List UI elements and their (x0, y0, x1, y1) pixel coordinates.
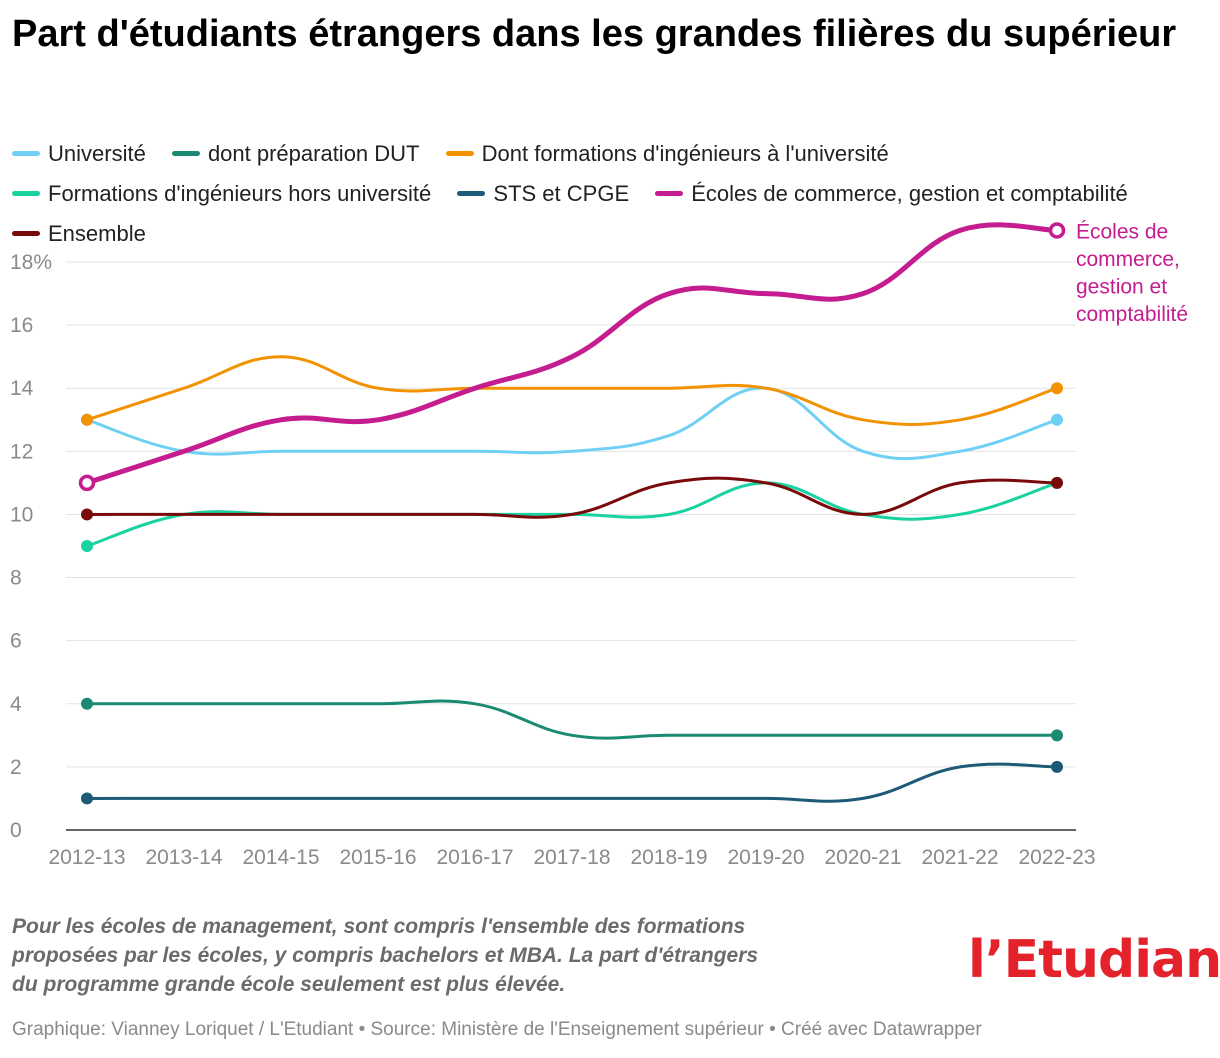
legend-swatch (655, 190, 684, 196)
series-endpoint-marker (1051, 382, 1063, 395)
series-endpoint-marker (81, 413, 93, 426)
x-tick-label: 2020-21 (824, 846, 901, 869)
legend-swatch (12, 150, 40, 156)
chart-title: Part d'étudiants étrangers dans les gran… (12, 13, 1177, 55)
series-endpoint-marker (1051, 729, 1063, 742)
series-line (85, 386, 1059, 461)
series-endpoint-marker (1051, 413, 1063, 426)
legend-label: Ensemble (48, 221, 146, 246)
y-tick-label: 6 (10, 630, 22, 653)
legend-item-ensemble: Ensemble (12, 214, 146, 254)
y-tick-label: 12 (10, 440, 33, 463)
letudiant-logo: l’Etudiant (968, 930, 1220, 990)
legend-swatch (12, 190, 40, 196)
legend-item-dut: dont préparation DUT (171, 134, 420, 174)
series-annotation-label: Écoles de (1076, 220, 1168, 243)
legend-label: STS et CPGE (493, 181, 630, 206)
legend-item-ingenieurs-universite: Dont formations d'ingénieurs à l'univers… (445, 134, 889, 174)
legend-label: Dont formations d'ingénieurs à l'univers… (481, 141, 889, 166)
legend-item-ingenieurs-hors-universite: Formations d'ingénieurs hors université (12, 174, 431, 214)
x-tick-label: 2013-14 (145, 846, 222, 869)
series-endpoint-marker (81, 792, 93, 805)
legend-swatch (457, 190, 486, 196)
series-endpoint-marker (81, 540, 93, 552)
x-tick-label: 2022-23 (1018, 846, 1095, 869)
legend-item-sts-cpge: STS et CPGE (457, 174, 629, 214)
x-tick-label: 2014-15 (242, 846, 319, 869)
x-tick-label: 2017-18 (533, 846, 610, 869)
y-tick-label: 16 (10, 314, 33, 337)
legend-item-universite: Université (12, 134, 146, 174)
legend-label: dont préparation DUT (207, 141, 420, 166)
legend: Université dont préparation DUT Dont for… (12, 134, 1182, 254)
x-tick-label: 2012-13 (48, 846, 125, 869)
series-endpoint-marker (1051, 760, 1063, 773)
series-annotation-label: comptabilité (1076, 303, 1188, 326)
series-line (85, 476, 1059, 519)
series-endpoint-marker (1048, 222, 1066, 239)
footnote: Pour les écoles de management, sont comp… (12, 915, 759, 996)
legend-swatch (171, 150, 200, 156)
series-annotation-label: gestion et (1076, 275, 1167, 298)
legend-label: Université (48, 141, 146, 166)
series-line (85, 355, 1059, 427)
legend-item-ecoles-commerce: Écoles de commerce, gestion et comptabil… (655, 174, 1128, 214)
x-tick-label: 2019-20 (727, 846, 804, 869)
series-endpoint-marker (81, 508, 93, 521)
series-line (85, 699, 1059, 740)
y-tick-label: 4 (10, 693, 22, 716)
series-endpoint-marker (78, 474, 96, 492)
series-line (84, 222, 1060, 486)
y-tick-label: 10 (10, 503, 33, 526)
legend-swatch (12, 230, 40, 236)
legend-label: Écoles de commerce, gestion et comptabil… (691, 181, 1128, 206)
x-tick-label: 2018-19 (630, 846, 707, 869)
y-tick-label: 14 (10, 377, 34, 400)
legend-label: Formations d'ingénieurs hors université (48, 181, 432, 206)
series-endpoint-marker (1051, 476, 1063, 489)
x-tick-label: 2016-17 (436, 846, 513, 869)
series-annotation-label: commerce, (1076, 248, 1180, 271)
series-endpoint-marker (81, 697, 93, 710)
x-tick-label: 2015-16 (339, 846, 416, 869)
legend-swatch (445, 150, 474, 156)
y-tick-label: 0 (10, 819, 22, 842)
y-tick-label: 8 (10, 567, 22, 590)
credit-line: Graphique: Vianney Loriquet / L'Etudiant… (12, 1019, 982, 1040)
y-tick-label: 18% (10, 251, 52, 274)
series-line (85, 762, 1059, 803)
y-tick-label: 2 (10, 756, 22, 779)
x-tick-label: 2021-22 (921, 846, 998, 869)
